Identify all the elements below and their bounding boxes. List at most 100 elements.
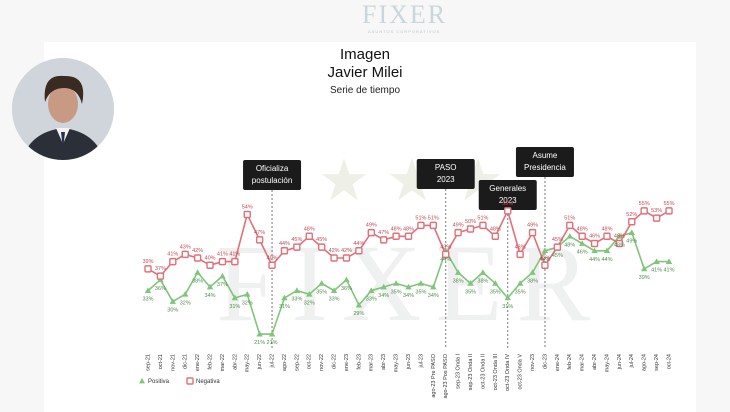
data-label-positiva: 46% [577,250,588,256]
data-label-positiva: 44% [589,257,600,263]
point-positiva [578,240,586,246]
data-label-negativa: 49% [527,223,538,229]
event-box [478,180,537,210]
point-negativa [280,247,289,255]
point-negativa [342,254,351,262]
point-negativa [317,243,326,251]
point-positiva [330,287,338,294]
data-label-negativa: 46% [614,234,625,240]
point-negativa [590,239,599,248]
data-label-positiva: 38% [477,279,488,285]
point-negativa [442,250,450,259]
point-negativa [206,261,214,269]
data-label-negativa: 40% [205,255,216,261]
event-label: Presidencia [524,163,566,172]
point-positiva [219,272,226,279]
point-positiva [467,280,474,286]
legend-marker-negativa [186,377,194,385]
data-label-negativa: 48% [403,226,414,232]
point-positiva [454,269,462,275]
point-positiva [268,330,276,337]
point-positiva [244,291,251,297]
data-label-positiva: 35% [490,289,501,295]
event-label: postulación [252,176,292,185]
data-label-positiva: 44% [440,257,451,263]
data-label-negativa: 42% [192,248,203,254]
x-tick-label: oct-23 Onda IV [505,354,511,391]
event-label: Generales [489,184,526,193]
point-negativa [392,232,400,240]
x-tick-label: oct-23 Onda III [493,354,499,391]
data-label-positiva: 32% [180,300,191,306]
point-negativa [231,257,239,266]
point-positiva [603,247,611,254]
data-label-negativa: 43% [180,244,191,250]
data-label-negativa: 55% [663,201,674,207]
data-label-negativa: 47% [254,230,265,236]
data-label-positiva: 33% [329,297,340,303]
data-label-positiva: 33% [291,297,302,303]
data-label-negativa: 39% [142,259,153,265]
event-label: Asume [532,151,557,160]
point-negativa [491,232,500,240]
data-label-negativa: 49% [453,223,464,229]
data-label-negativa: 54% [242,205,253,211]
data-label-negativa: 40% [267,255,278,261]
x-tick-label: oct-23 Onda V [518,354,524,390]
point-positiva [640,265,648,272]
event-label: Oficializa [256,164,289,173]
data-label-positiva: 37% [217,282,228,288]
chart-title-line-1: Imagen [339,46,391,63]
point-positiva [529,269,536,275]
data-label-negativa: 41% [229,252,240,258]
x-tick-label: may-22 [245,354,251,372]
point-negativa [479,221,487,230]
data-label-positiva: 31% [502,304,513,310]
point-negativa [516,250,524,259]
x-tick-label: may-23 [394,354,400,372]
legend-label: Negativa [196,379,220,385]
x-tick-label: dic-21 [183,354,189,369]
point-negativa [367,228,375,237]
x-tick-label: dic-23 [542,354,548,369]
point-positiva [306,291,313,297]
point-negativa [504,207,512,215]
x-tick-label: feb-22 [207,354,213,370]
point-negativa [355,247,363,255]
point-negativa [528,228,537,237]
data-label-negativa: 41% [167,252,178,258]
x-tick-label: ago-23 Pos PASO [443,353,449,398]
point-negativa [640,207,648,215]
data-label-positiva: 39% [639,275,650,281]
brand-logo: FIXER [362,0,448,29]
data-label-negativa: 44% [353,241,364,247]
data-label-positiva: 35% [515,289,526,295]
x-tick-label: oct-24 [666,354,672,369]
point-positiva [566,233,573,239]
x-tick-label: nov-21 [170,354,176,371]
point-negativa [243,210,251,219]
data-label-positiva: 33% [142,297,153,303]
point-negativa [379,236,388,244]
point-positiva [541,247,549,254]
data-label-negativa: 43% [515,244,526,250]
point-negativa [466,225,475,233]
x-tick-label: sep-23 Onda I [456,354,462,389]
data-label-positiva: 21% [267,340,278,346]
x-tick-label: jun-22 [257,354,263,370]
point-positiva [405,283,412,290]
data-label-positiva: 45% [552,253,563,259]
x-tick-label: ago-24 [642,354,648,371]
data-label-positiva: 38% [527,279,538,285]
x-tick-label: jun-23 [406,354,412,370]
data-label-positiva: 35% [316,289,327,295]
data-label-positiva: 31% [279,304,290,310]
data-label-negativa: 48% [391,226,402,232]
point-positiva [318,280,325,286]
brand-logo-subtitle: ASUNTOS CORPORATIVOS [368,29,441,34]
data-label-negativa: 40% [539,255,550,261]
point-negativa [144,265,152,273]
point-positiva [256,330,263,337]
point-negativa [293,243,301,251]
x-tick-label: dic-22 [332,354,338,369]
